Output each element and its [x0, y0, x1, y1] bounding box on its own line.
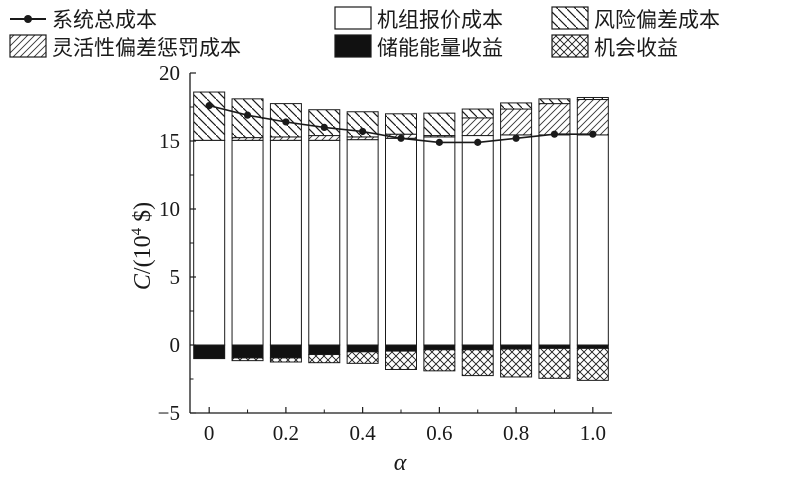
- bar-segment-pos-0-9: [538, 134, 571, 346]
- bar-segment-neg-1-2: [269, 357, 302, 363]
- bar-segment-pos-0-8: [500, 134, 533, 346]
- line-point-0: [205, 102, 213, 110]
- bar-segment-neg-1-6: [423, 349, 456, 372]
- bar-segment-neg-1-8: [500, 348, 533, 378]
- bar-segment-neg-0-5: [385, 344, 417, 352]
- bar-segment-pos-1-8: [500, 108, 533, 136]
- bar-segment-pos-0-0: [193, 139, 226, 346]
- y-axis-label: C/(104 $): [129, 202, 156, 290]
- y-axis-label-exponent: 4: [129, 227, 145, 235]
- y-tick-label-5: 20: [159, 61, 180, 85]
- bar-segment-neg-1-9: [538, 347, 571, 379]
- legend-item-risk-cost: 风险偏差成本: [551, 6, 720, 32]
- bar-segment-pos-2-10: [576, 96, 609, 101]
- legend-item-bid-cost: 机组报价成本: [334, 6, 503, 32]
- bar-segment-neg-0-3: [308, 344, 341, 356]
- bar-segment-neg-1-7: [461, 349, 494, 377]
- y-axis-label-symbol: C: [130, 273, 156, 290]
- bar-segment-neg-0-2: [269, 344, 302, 359]
- line-point-5: [397, 134, 405, 142]
- bar-segment-pos-0-2: [269, 139, 302, 346]
- legend-item-flex-penalty: 灵活性偏差惩罚成本: [9, 34, 241, 60]
- bar-segment-pos-0-3: [308, 139, 341, 346]
- x-tick-label-4: 0.8: [503, 421, 529, 445]
- bar-segment-neg-1-1: [231, 357, 264, 362]
- bar-segment-neg-0-7: [461, 344, 494, 351]
- legend-item-total-cost: 系统总成本: [10, 8, 157, 32]
- y-tick-label-2: 5: [170, 265, 181, 289]
- bar-segment-neg-0-1: [231, 344, 264, 359]
- bar-segment-pos-0-4: [346, 139, 379, 346]
- y-tick-label-3: 10: [159, 197, 180, 221]
- bar-segment-pos-1-3: [308, 135, 341, 141]
- line-point-8: [512, 134, 520, 142]
- bar-segment-neg-1-10: [576, 347, 609, 381]
- bar-segment-pos-1-7: [461, 117, 494, 137]
- bar-segment-pos-0-7: [461, 135, 494, 346]
- bar-segment-pos-2-5: [385, 113, 417, 135]
- bar-segment-neg-1-4: [346, 351, 379, 364]
- y-tick-label-1: 0: [170, 333, 181, 357]
- bar-segment-neg-0-10: [576, 344, 609, 349]
- bar-segment-pos-2-3: [308, 109, 341, 137]
- bar-segment-neg-1-5: [385, 350, 417, 370]
- bar-segment-pos-1-2: [269, 136, 302, 141]
- x-tick-label-3: 0.6: [426, 421, 452, 445]
- bar-segment-pos-2-9: [538, 98, 571, 105]
- bar-segment-neg-0-4: [346, 344, 379, 353]
- x-tick-label-5: 1.0: [580, 421, 606, 445]
- bar-segment-neg-0-6: [423, 344, 456, 351]
- bar-segment-pos-2-6: [423, 112, 456, 137]
- bar-segment-neg-0-9: [538, 344, 571, 349]
- y-tick-label-4: 15: [159, 129, 180, 153]
- bar-segment-pos-0-1: [231, 139, 264, 346]
- legend-label-bid-cost: 机组报价成本: [377, 8, 503, 32]
- line-point-3: [320, 123, 328, 131]
- bar-segment-pos-2-8: [500, 102, 533, 110]
- bar-segment-pos-0-6: [423, 136, 456, 346]
- bar-segment-pos-0-5: [385, 137, 417, 346]
- legend-label-risk-cost: 风险偏差成本: [594, 8, 720, 32]
- bar-segment-neg-0-0: [193, 344, 226, 360]
- legend-label-flex-penalty: 灵活性偏差惩罚成本: [52, 36, 241, 60]
- line-point-4: [359, 127, 367, 136]
- bar-segment-pos-1-9: [538, 103, 571, 136]
- bar-segment-neg-0-8: [500, 344, 533, 350]
- line-point-1: [243, 111, 252, 119]
- legend-label-opportunity-revenue: 机会收益: [594, 36, 678, 60]
- plot-area: −5 0 5 10 15 20 0 0.2 0.4 0.6 0.8 1.0: [158, 61, 612, 445]
- y-axis-label-unit: $): [130, 202, 156, 228]
- chart-legend: 系统总成本 机组报价成本 风险偏差成本 灵活性偏差惩罚成本 储能能量收益 机会收…: [9, 6, 720, 60]
- line-point-2: [282, 118, 290, 126]
- bar-segment-neg-1-3: [308, 354, 341, 364]
- y-axis-label-prefix: /(10: [130, 235, 156, 274]
- line-point-9: [550, 130, 559, 138]
- x-tick-label-2: 0.4: [350, 421, 377, 445]
- y-tick-label-0: −5: [158, 401, 180, 425]
- legend-item-opportunity-revenue: 机会收益: [551, 34, 678, 60]
- x-tick-label-1: 0.2: [273, 421, 299, 445]
- x-axis-label: α: [394, 450, 407, 476]
- bar-segment-pos-2-0: [193, 91, 226, 141]
- line-point-7: [474, 138, 482, 146]
- line-point-6: [435, 138, 443, 146]
- legend-label-storage-revenue: 储能能量收益: [377, 36, 503, 60]
- bar-segment-pos-0-10: [576, 134, 609, 346]
- legend-label-total-cost: 系统总成本: [52, 8, 157, 32]
- line-point-10: [589, 130, 597, 138]
- bar-segment-pos-1-10: [576, 99, 609, 136]
- bar-segment-pos-2-7: [461, 108, 494, 119]
- legend-item-storage-revenue: 储能能量收益: [334, 34, 503, 60]
- x-tick-label-0: 0: [204, 421, 215, 445]
